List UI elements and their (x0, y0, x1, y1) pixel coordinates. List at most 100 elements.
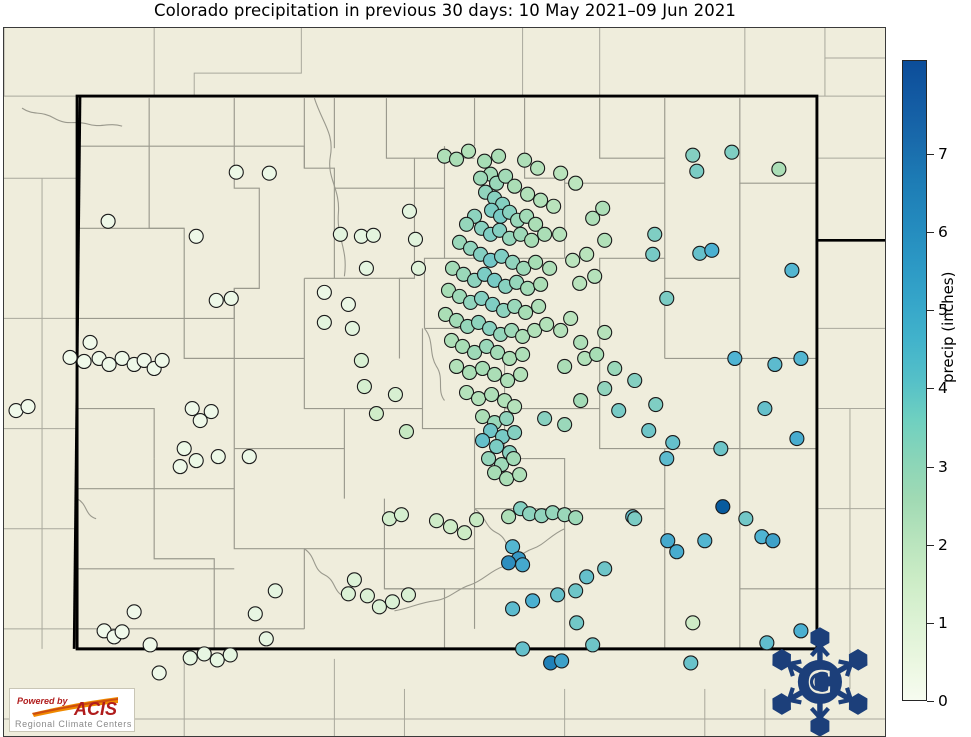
station-marker[interactable] (461, 364, 478, 381)
station-marker[interactable] (188, 453, 204, 469)
station-marker[interactable] (368, 405, 384, 422)
station-marker[interactable] (715, 499, 731, 515)
station-marker[interactable] (316, 314, 332, 330)
station-marker[interactable] (627, 372, 643, 389)
station-marker[interactable] (518, 304, 534, 320)
station-marker[interactable] (506, 451, 522, 467)
station-marker[interactable] (565, 252, 581, 268)
station-marker[interactable] (507, 425, 523, 441)
station-marker[interactable] (520, 280, 536, 296)
station-marker[interactable] (184, 400, 200, 417)
station-marker[interactable] (524, 232, 540, 248)
station-marker[interactable] (228, 164, 244, 180)
station-marker[interactable] (585, 637, 601, 653)
station-marker[interactable] (528, 254, 544, 270)
station-marker[interactable] (466, 344, 483, 361)
station-marker[interactable] (384, 594, 400, 610)
station-marker[interactable] (442, 519, 459, 535)
station-marker[interactable] (568, 583, 584, 599)
station-marker[interactable] (512, 467, 528, 483)
station-marker[interactable] (685, 615, 701, 631)
station-marker[interactable] (595, 200, 611, 216)
station-marker[interactable] (552, 226, 568, 242)
station-marker[interactable] (611, 402, 627, 419)
station-marker[interactable] (597, 324, 613, 340)
station-marker[interactable] (665, 435, 681, 451)
station-marker[interactable] (401, 203, 418, 219)
station-marker[interactable] (568, 510, 584, 526)
station-marker[interactable] (528, 216, 544, 232)
station-marker[interactable] (261, 165, 277, 181)
station-marker[interactable] (579, 246, 595, 262)
station-marker[interactable] (573, 334, 589, 351)
station-marker[interactable] (476, 153, 493, 169)
station-marker[interactable] (546, 198, 562, 214)
station-marker[interactable] (456, 525, 473, 541)
station-marker[interactable] (554, 653, 570, 669)
station-marker[interactable] (393, 507, 410, 523)
station-marker[interactable] (172, 459, 188, 475)
station-marker[interactable] (356, 378, 372, 395)
station-marker[interactable] (784, 262, 800, 278)
station-marker[interactable] (498, 168, 514, 184)
station-marker[interactable] (267, 583, 283, 599)
station-marker[interactable] (458, 216, 475, 232)
station-marker[interactable] (648, 396, 664, 413)
station-marker[interactable] (738, 511, 754, 527)
station-marker[interactable] (474, 408, 491, 425)
station-marker[interactable] (407, 231, 424, 247)
station-marker[interactable] (789, 431, 805, 447)
station-marker[interactable] (645, 246, 661, 262)
station-marker[interactable] (371, 599, 387, 615)
station-marker[interactable] (585, 210, 601, 226)
station-marker[interactable] (210, 449, 226, 465)
station-marker[interactable] (767, 356, 783, 373)
station-marker[interactable] (759, 635, 775, 651)
station-marker[interactable] (448, 358, 465, 375)
station-marker[interactable] (398, 424, 415, 440)
station-marker[interactable] (499, 410, 515, 427)
station-marker[interactable] (513, 366, 529, 383)
station-marker[interactable] (568, 175, 584, 191)
station-marker[interactable] (542, 260, 558, 276)
station-marker[interactable] (515, 641, 531, 657)
station-marker[interactable] (460, 143, 477, 159)
station-marker[interactable] (176, 441, 192, 457)
station-marker[interactable] (192, 412, 208, 429)
station-marker[interactable] (557, 358, 573, 375)
station-marker[interactable] (685, 147, 701, 163)
station-marker[interactable] (647, 226, 663, 242)
station-marker[interactable] (20, 398, 36, 415)
station-marker[interactable] (136, 352, 152, 369)
station-marker[interactable] (492, 222, 508, 238)
station-marker[interactable] (353, 352, 369, 369)
station-marker[interactable] (793, 350, 809, 367)
station-marker[interactable] (247, 606, 263, 622)
station-marker[interactable] (683, 655, 699, 671)
station-marker[interactable] (515, 346, 531, 363)
station-marker[interactable] (483, 386, 500, 403)
station-marker[interactable] (517, 152, 533, 168)
station-marker[interactable] (537, 226, 553, 242)
station-marker[interactable] (569, 615, 585, 631)
station-marker[interactable] (557, 416, 573, 433)
station-marker[interactable] (771, 161, 787, 177)
station-marker[interactable] (428, 513, 445, 529)
station-marker[interactable] (454, 338, 471, 355)
station-marker[interactable] (659, 290, 675, 306)
station-marker[interactable] (490, 344, 506, 361)
station-marker[interactable] (505, 539, 521, 555)
station-marker[interactable] (597, 561, 613, 577)
station-marker[interactable] (482, 423, 499, 439)
station-marker[interactable] (516, 260, 532, 276)
station-marker[interactable] (531, 298, 547, 314)
station-marker[interactable] (410, 260, 427, 276)
station-marker[interactable] (346, 572, 362, 588)
station-marker[interactable] (62, 349, 78, 366)
station-marker[interactable] (533, 276, 549, 292)
station-marker[interactable] (689, 163, 705, 179)
station-marker[interactable] (527, 322, 543, 338)
station-marker[interactable] (332, 226, 348, 242)
station-marker[interactable] (550, 587, 566, 603)
station-marker[interactable] (223, 290, 239, 306)
